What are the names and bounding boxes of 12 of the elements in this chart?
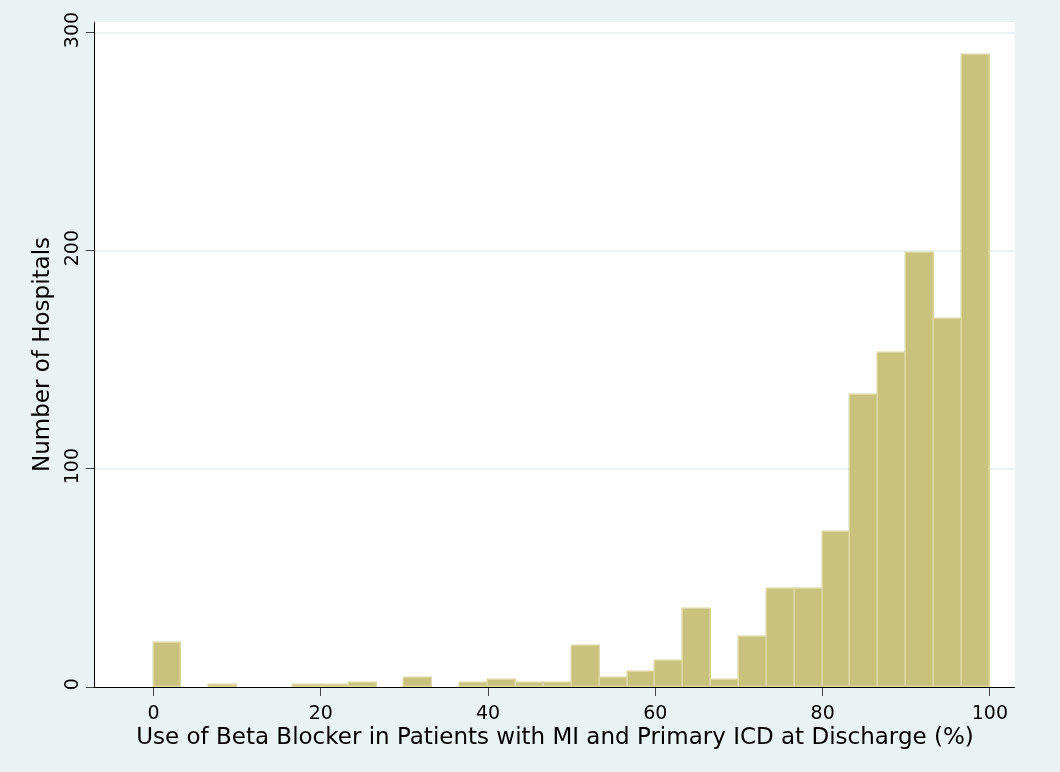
x-tick-label: 20 [308, 700, 333, 723]
x-tick-label: 100 [971, 700, 1009, 723]
y-axis-title: Number of Hospitals [27, 236, 54, 473]
x-tick-label: 80 [810, 700, 835, 723]
x-tick-label: 40 [476, 700, 501, 723]
y-tick-label: 200 [60, 229, 83, 267]
y-tick-label: 0 [60, 678, 83, 691]
x-tick-label: 60 [643, 700, 668, 723]
x-axis-title: Use of Beta Blocker in Patients with MI and Primary ICD at Discharge (%) [136, 722, 974, 749]
y-tick-label: 300 [60, 11, 83, 49]
x-tick-label: 0 [147, 700, 160, 723]
y-tick-label: 100 [60, 447, 83, 485]
